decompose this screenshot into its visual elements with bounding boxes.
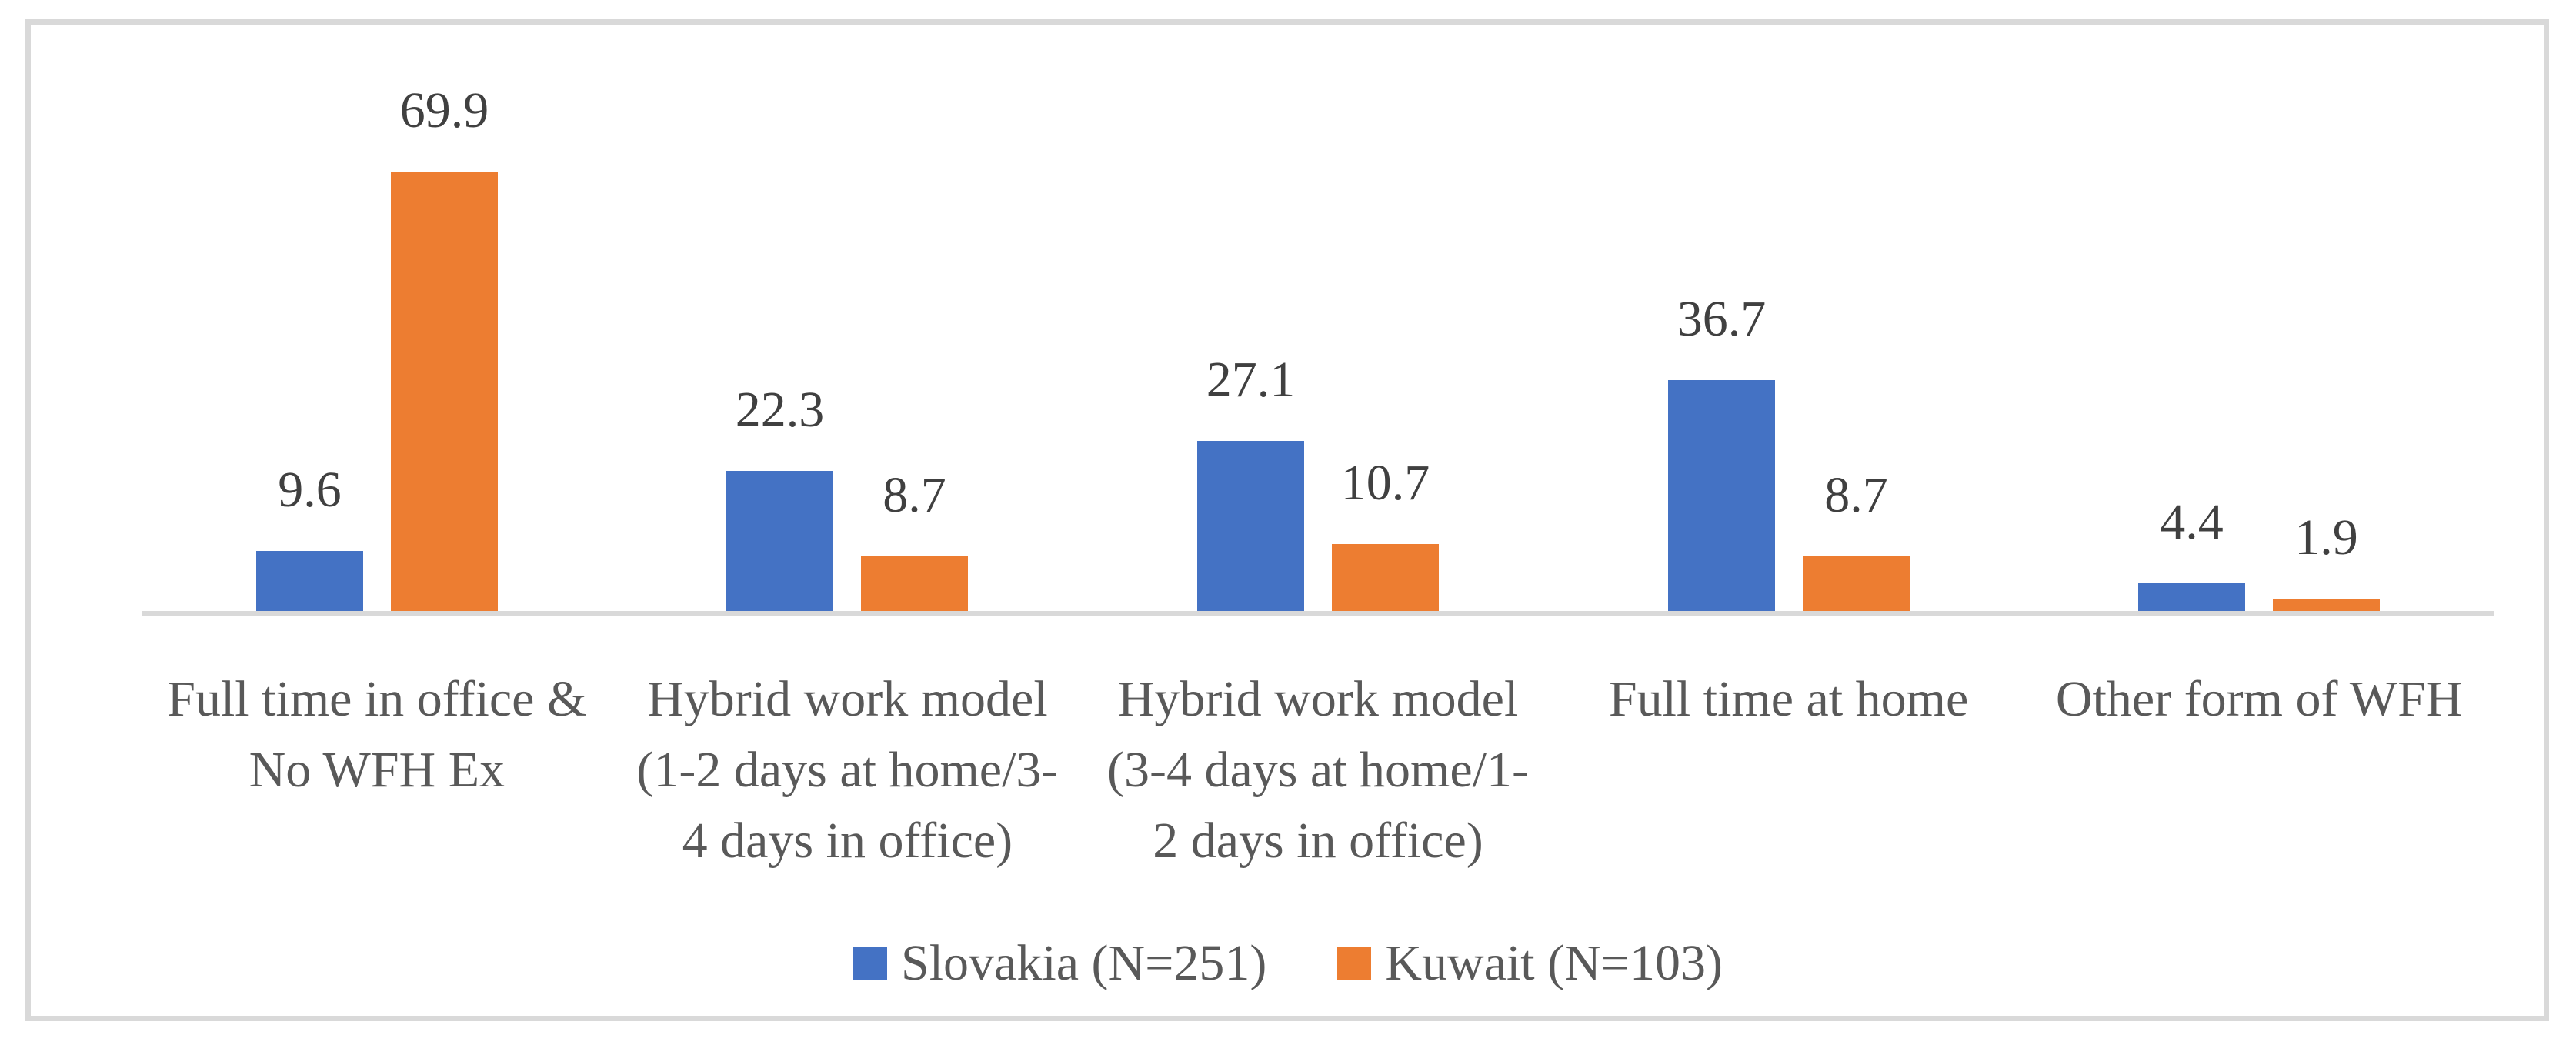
bar-slovakia-n-251-cat0 <box>256 551 363 611</box>
category-label-cat4: Other form of WFH <box>2056 664 2463 735</box>
category-label-line: Hybrid work model <box>1117 671 1519 727</box>
bar-kuwait-n-103-cat1 <box>861 556 968 611</box>
value-label-slovakia-n-251-cat2: 27.1 <box>1206 352 1296 408</box>
legend-swatch-slovakia-n-251 <box>853 947 888 980</box>
bar-slovakia-n-251-cat4 <box>2138 583 2245 611</box>
bar-kuwait-n-103-cat2 <box>1332 544 1439 611</box>
category-label-line: 4 days in office) <box>682 813 1013 869</box>
category-label-line: Other form of WFH <box>2055 671 2463 727</box>
legend-label-slovakia-n-251: Slovakia (N=251) <box>901 935 1267 991</box>
legend-label-kuwait-n-103: Kuwait (N=103) <box>1385 935 1723 991</box>
value-label-slovakia-n-251-cat4: 4.4 <box>2160 494 2224 550</box>
bar-kuwait-n-103-cat3 <box>1803 556 1910 611</box>
category-label-cat2: Hybrid work model (3-4 days at home/1- 2 d… <box>1107 664 1529 876</box>
value-label-kuwait-n-103-cat3: 8.7 <box>1824 467 1888 523</box>
value-label-slovakia-n-251-cat3: 36.7 <box>1677 291 1767 347</box>
category-label-cat0: Full time in office & No WFH Ex <box>167 664 586 806</box>
value-label-kuwait-n-103-cat1: 8.7 <box>883 467 946 523</box>
bar-kuwait-n-103-cat0 <box>391 172 498 611</box>
bar-kuwait-n-103-cat4 <box>2273 599 2380 611</box>
legend-item-kuwait-n-103: Kuwait (N=103) <box>1337 933 1723 993</box>
bar-slovakia-n-251-cat1 <box>726 471 833 611</box>
bar-slovakia-n-251-cat3 <box>1668 380 1775 611</box>
category-label-line: Full time in office & <box>167 671 587 727</box>
category-label-line: (1-2 days at home/3- <box>636 742 1059 798</box>
category-label-line: 2 days in office) <box>1153 813 1483 869</box>
value-label-slovakia-n-251-cat0: 9.6 <box>278 462 342 518</box>
x-axis-line <box>142 611 2494 616</box>
value-label-kuwait-n-103-cat2: 10.7 <box>1340 455 1430 511</box>
value-label-kuwait-n-103-cat4: 1.9 <box>2294 509 2358 566</box>
value-label-kuwait-n-103-cat0: 69.9 <box>399 82 489 139</box>
bar-slovakia-n-251-cat2 <box>1197 441 1304 611</box>
category-label-line: (3-4 days at home/1- <box>1106 742 1530 798</box>
category-label-line: Hybrid work model <box>647 671 1048 727</box>
category-label-cat1: Hybrid work model (1-2 days at home/3- 4 d… <box>636 664 1058 876</box>
value-label-slovakia-n-251-cat1: 22.3 <box>735 382 825 438</box>
category-label-line: No WFH Ex <box>249 742 506 798</box>
legend-swatch-kuwait-n-103 <box>1337 947 1372 980</box>
category-label-cat3: Full time at home <box>1609 664 1968 735</box>
legend: Slovakia (N=251) Kuwait (N=103) <box>0 926 2576 1000</box>
legend-item-slovakia-n-251: Slovakia (N=251) <box>853 933 1266 993</box>
category-label-line: Full time at home <box>1608 671 1969 727</box>
